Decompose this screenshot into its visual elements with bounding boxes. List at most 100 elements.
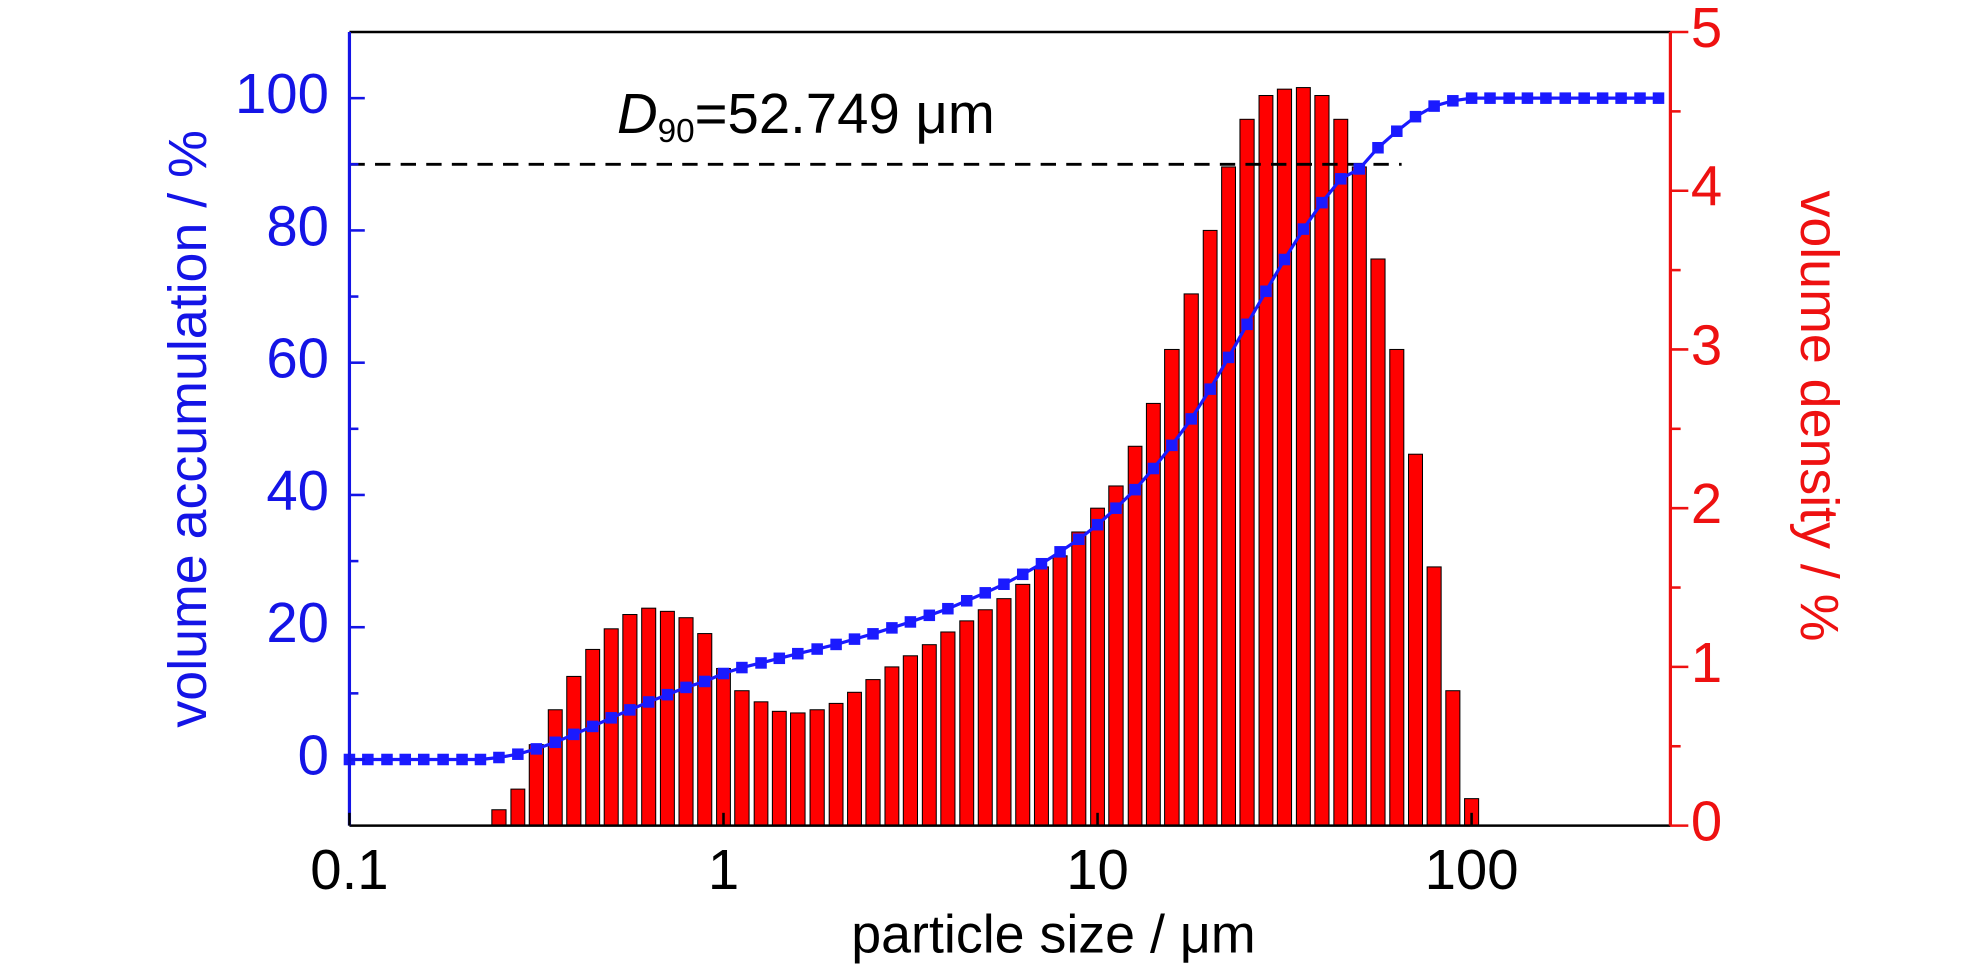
x-tick-label: 0.1 bbox=[310, 838, 388, 901]
marker bbox=[1241, 318, 1253, 331]
marker bbox=[605, 712, 617, 724]
bar bbox=[1445, 690, 1461, 827]
marker bbox=[1559, 92, 1572, 104]
marker bbox=[886, 622, 898, 634]
bar bbox=[1295, 87, 1311, 827]
bar bbox=[1276, 88, 1293, 827]
bar bbox=[528, 744, 544, 827]
bar bbox=[1239, 118, 1255, 827]
y-axis-title: volume accumulation / % bbox=[158, 130, 218, 728]
bar bbox=[1164, 348, 1180, 827]
marker bbox=[549, 736, 562, 749]
bar bbox=[921, 644, 937, 827]
y2-tick-label: 3 bbox=[1691, 313, 1722, 376]
marker bbox=[1596, 92, 1609, 104]
bar bbox=[1071, 531, 1087, 827]
y2-tick-label: 5 bbox=[1691, 0, 1722, 59]
x-tick-label: 100 bbox=[1425, 838, 1519, 901]
marker bbox=[586, 720, 599, 733]
bar bbox=[1183, 293, 1199, 827]
marker bbox=[1372, 141, 1384, 154]
marker bbox=[417, 753, 430, 766]
marker bbox=[979, 587, 992, 599]
bar bbox=[1015, 583, 1031, 827]
bar bbox=[865, 679, 881, 827]
bar bbox=[790, 712, 806, 827]
marker bbox=[1129, 483, 1141, 496]
bar bbox=[585, 648, 601, 827]
marker bbox=[512, 748, 524, 760]
bar bbox=[622, 614, 638, 827]
y2-tick-label: 1 bbox=[1691, 631, 1722, 694]
bar bbox=[884, 666, 900, 827]
annotation-text: =52.749 μm bbox=[695, 82, 995, 145]
y2-tick-label: 0 bbox=[1691, 789, 1722, 852]
annotation: D90=52.749 μm bbox=[617, 82, 995, 150]
marker bbox=[1521, 92, 1534, 104]
marker bbox=[717, 667, 730, 680]
marker bbox=[1391, 125, 1403, 137]
bar bbox=[491, 809, 507, 827]
marker bbox=[1278, 253, 1291, 266]
bar bbox=[547, 709, 563, 827]
marker bbox=[1447, 95, 1459, 107]
bar bbox=[1333, 118, 1349, 827]
marker bbox=[1073, 533, 1085, 546]
marker bbox=[792, 647, 804, 660]
marker bbox=[1016, 568, 1029, 581]
marker bbox=[1035, 557, 1048, 570]
bar bbox=[1033, 566, 1049, 827]
bar bbox=[940, 631, 956, 827]
x-tick-label: 1 bbox=[708, 838, 739, 901]
marker bbox=[942, 602, 954, 615]
marker bbox=[773, 652, 786, 665]
marker bbox=[1091, 518, 1104, 531]
marker bbox=[1615, 92, 1627, 104]
bar bbox=[902, 655, 919, 827]
bar bbox=[1127, 445, 1143, 827]
marker bbox=[1484, 92, 1496, 104]
marker bbox=[1110, 502, 1122, 514]
marker bbox=[1335, 173, 1347, 185]
bar bbox=[1258, 94, 1274, 827]
marker bbox=[1428, 100, 1440, 112]
bar bbox=[809, 709, 825, 827]
marker bbox=[493, 751, 505, 764]
marker bbox=[1297, 223, 1310, 235]
bar bbox=[1370, 258, 1386, 827]
marker bbox=[381, 753, 393, 766]
bar bbox=[734, 690, 750, 827]
marker bbox=[642, 696, 655, 708]
bar bbox=[510, 788, 526, 827]
marker bbox=[998, 578, 1010, 590]
bar bbox=[1090, 507, 1105, 827]
bar bbox=[1351, 166, 1367, 827]
bar bbox=[697, 633, 713, 827]
bar bbox=[977, 609, 993, 827]
marker bbox=[755, 657, 767, 669]
bar bbox=[1052, 555, 1068, 827]
marker bbox=[736, 661, 748, 674]
bar bbox=[603, 628, 619, 827]
bar bbox=[847, 691, 862, 827]
marker bbox=[437, 753, 449, 766]
marker bbox=[362, 753, 374, 766]
bar bbox=[1221, 166, 1237, 827]
annotation-subscript: 90 bbox=[658, 113, 695, 150]
bar bbox=[996, 598, 1012, 827]
marker bbox=[474, 753, 487, 766]
y2-tick-label: 4 bbox=[1691, 155, 1722, 218]
marker bbox=[830, 638, 842, 651]
marker bbox=[1222, 351, 1235, 364]
marker bbox=[1503, 92, 1515, 104]
bar bbox=[716, 667, 731, 827]
marker bbox=[680, 681, 692, 694]
marker bbox=[811, 643, 823, 655]
marker bbox=[530, 743, 543, 755]
y-tick-label: 40 bbox=[266, 459, 329, 522]
marker bbox=[624, 704, 636, 716]
annotation-symbol: D bbox=[617, 82, 658, 145]
y-tick-label: 100 bbox=[235, 62, 329, 125]
